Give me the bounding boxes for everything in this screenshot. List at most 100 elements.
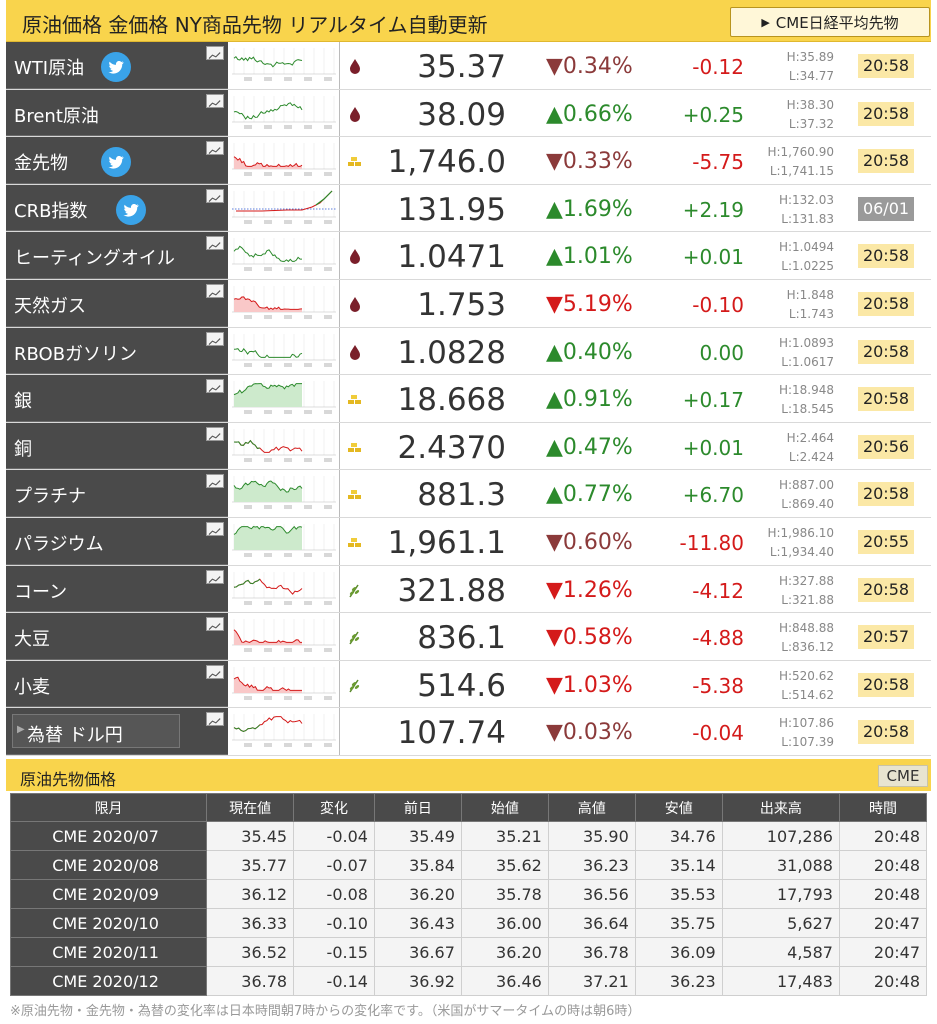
- sparkline-chart[interactable]: [228, 42, 340, 89]
- sparkline-svg: [232, 523, 336, 557]
- price-value: 131.95: [397, 191, 506, 228]
- sparkline-chart[interactable]: [228, 470, 340, 517]
- column-header[interactable]: 始値: [460, 793, 549, 822]
- sparkline-chart[interactable]: [228, 708, 340, 755]
- commodity-name-cell[interactable]: 天然ガス: [6, 279, 228, 327]
- commodity-row[interactable]: WTI原油 35.37 ▼0.34% -0.12 H:35.89 L:34.77 20:58: [6, 42, 931, 90]
- wheat-icon: [349, 584, 360, 597]
- spark-tick: [264, 695, 272, 700]
- sparkline-chart[interactable]: [228, 184, 340, 232]
- low-value: L:34.77: [788, 69, 834, 83]
- sparkline-chart[interactable]: [228, 375, 340, 422]
- column-header[interactable]: 前日: [373, 793, 462, 822]
- commodity-row[interactable]: ヒーティングオイル 1.0471 ▲1.01% +0.01 H:1.0494 L:1.02…: [6, 232, 931, 280]
- sparkline-chart[interactable]: [228, 422, 340, 470]
- sparkline-chart[interactable]: [228, 565, 340, 613]
- chart-icon[interactable]: [206, 664, 224, 679]
- commodity-name-cell[interactable]: プラチナ: [6, 470, 228, 517]
- chart-icon[interactable]: [206, 141, 224, 156]
- sparkline-chart[interactable]: [228, 137, 340, 184]
- sparkline-chart[interactable]: [228, 89, 340, 137]
- chart-icon[interactable]: [206, 617, 224, 632]
- table-cell: 35.53: [634, 879, 723, 909]
- chart-icon[interactable]: [206, 712, 224, 727]
- chart-icon[interactable]: [206, 569, 224, 584]
- chart-icon[interactable]: [206, 426, 224, 441]
- spark-tick: [324, 505, 332, 510]
- percent-value: 5.19%: [562, 291, 633, 317]
- commodity-row[interactable]: CRB指数 131.95 ▲1.69% +2.19 H:132.03 L:131.83 06…: [6, 184, 931, 233]
- sparkline-chart[interactable]: [228, 232, 340, 279]
- commodity-list: WTI原油 35.37 ▼0.34% -0.12 H:35.89 L:34.77 20:58…: [6, 42, 931, 756]
- spark-tick: [304, 172, 312, 177]
- commodity-name-cell[interactable]: パラジウム: [6, 517, 228, 565]
- commodity-name-cell[interactable]: 大豆: [6, 613, 228, 660]
- chart-icon[interactable]: [206, 46, 224, 60]
- spark-tick: [304, 410, 312, 415]
- column-header[interactable]: 時間: [838, 793, 928, 822]
- column-header[interactable]: 限月: [9, 793, 208, 822]
- commodity-row[interactable]: パラジウム 1,961.1 ▼0.60% -11.80 H:1,986.10 L:1,93…: [6, 517, 931, 566]
- commodity-row[interactable]: ▶ 為替 ドル円 107.74 ▼0.03% -0.04 H:107.86 L:107.39…: [6, 708, 931, 756]
- twitter-icon[interactable]: [116, 194, 146, 225]
- chart-icon[interactable]: [206, 93, 224, 108]
- commodity-name-cell[interactable]: 小麦: [6, 660, 228, 708]
- commodity-name-cell[interactable]: ▶ 為替 ドル円: [6, 708, 228, 755]
- commodity-row[interactable]: RBOBガソリン 1.0828 ▲0.40% 0.00 H:1.0893 L:1.0617…: [6, 327, 931, 376]
- commodity-row[interactable]: 金先物 1,746.0 ▼0.33% -5.75 H:1,760.90 L:1,741.1…: [6, 137, 931, 185]
- commodity-row[interactable]: 大豆 836.1 ▼0.58% -4.88 H:848.88 L:836.12 20:57: [6, 613, 931, 661]
- chart-icon[interactable]: [206, 236, 224, 251]
- commodity-row[interactable]: Brent原油 38.09 ▲0.66% +0.25 H:38.30 L:37.32 20:…: [6, 89, 931, 138]
- column-header[interactable]: 現在値: [206, 793, 295, 822]
- percent-change: ▼0.60%: [546, 530, 633, 555]
- chart-icon[interactable]: [206, 188, 224, 203]
- commodity-row[interactable]: プラチナ 881.3 ▲0.77% +6.70 H:887.00 L:869.40 20:5…: [6, 470, 931, 518]
- triangle-down-icon: ▼: [546, 529, 563, 555]
- chart-icon[interactable]: [206, 521, 224, 536]
- commodity-name-cell[interactable]: 銅: [6, 422, 228, 470]
- spark-tick: [284, 410, 292, 415]
- triangle-down-icon: ▼: [546, 720, 563, 746]
- commodity-name-cell[interactable]: Brent原油: [6, 89, 228, 137]
- commodity-row[interactable]: 銅 2.4370 ▲0.47% +0.01 H:2.464 L:2.424 20:56: [6, 422, 931, 471]
- chart-icon[interactable]: [206, 331, 224, 346]
- spark-tick: [264, 172, 272, 177]
- sparkline-chart[interactable]: [228, 327, 340, 375]
- chart-icon[interactable]: [206, 283, 224, 298]
- commodity-row[interactable]: コーン 321.88 ▼1.26% -4.12 H:327.88 L:321.88 20:5…: [6, 565, 931, 614]
- sparkline-chart[interactable]: [228, 279, 340, 327]
- twitter-icon[interactable]: [101, 147, 131, 178]
- cme-nikkei-futures-button[interactable]: ▶ CME日経平均先物: [730, 7, 930, 37]
- commodity-row[interactable]: 天然ガス 1.753 ▼5.19% -0.10 H:1.848 L:1.743 20:58: [6, 279, 931, 328]
- column-header[interactable]: 変化: [293, 793, 375, 822]
- commodity-name-cell[interactable]: 銀: [6, 375, 228, 422]
- column-header[interactable]: 高値: [547, 793, 636, 822]
- column-header[interactable]: 出来高: [721, 793, 840, 822]
- spark-line: [233, 525, 303, 535]
- fx-toggle-button[interactable]: ▶ 為替 ドル円: [12, 714, 180, 749]
- twitter-icon[interactable]: [101, 52, 131, 82]
- sparkline-chart[interactable]: [228, 660, 340, 708]
- sparkline-chart[interactable]: [228, 613, 340, 660]
- commodity-row[interactable]: 小麦 514.6 ▼1.03% -5.38 H:520.62 L:514.62 20:58: [6, 660, 931, 709]
- table-row: CME 2020/07 35.45 -0.04 35.49 35.21 35.90 34.7…: [9, 821, 928, 851]
- futures-table: 限月 現在値 変化 前日 始値 高値 安値 出来高 時間 CME 2020/07 35.45 -0.…: [9, 793, 928, 996]
- spark-tick: [304, 552, 312, 557]
- column-header[interactable]: 安値: [634, 793, 723, 822]
- low-value: L:1,741.15: [769, 164, 834, 179]
- commodity-name-cell[interactable]: RBOBガソリン: [6, 327, 228, 375]
- cme-badge[interactable]: CME: [878, 765, 928, 787]
- chart-icon[interactable]: [206, 474, 224, 489]
- commodity-row[interactable]: 銀 18.668 ▲0.91% +0.17 H:18.948 L:18.545 20:58: [6, 375, 931, 423]
- commodity-name-cell[interactable]: WTI原油: [6, 42, 228, 89]
- commodity-name-cell[interactable]: 金先物: [6, 137, 228, 184]
- commodity-name-cell[interactable]: コーン: [6, 565, 228, 613]
- sparkline-svg: [232, 143, 336, 177]
- chart-icon[interactable]: [206, 379, 224, 394]
- commodity-name-cell[interactable]: ヒーティングオイル: [6, 232, 228, 279]
- sparkline-chart[interactable]: [228, 517, 340, 565]
- high-value: H:1.0494: [778, 240, 834, 255]
- high-low: H:887.00 L:869.40: [756, 476, 834, 514]
- sparkline-svg: [232, 190, 336, 224]
- commodity-name-cell[interactable]: CRB指数: [6, 184, 228, 232]
